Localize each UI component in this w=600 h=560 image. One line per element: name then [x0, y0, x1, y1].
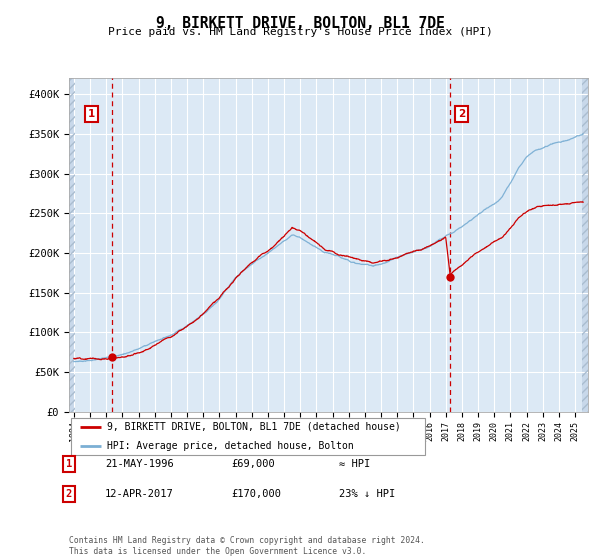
Text: ≈ HPI: ≈ HPI	[339, 459, 370, 469]
Text: 12-APR-2017: 12-APR-2017	[105, 489, 174, 499]
Text: 21-MAY-1996: 21-MAY-1996	[105, 459, 174, 469]
Bar	[581, 78, 588, 412]
Text: 1: 1	[66, 459, 72, 469]
Text: 9, BIRKETT DRIVE, BOLTON, BL1 7DE (detached house): 9, BIRKETT DRIVE, BOLTON, BL1 7DE (detac…	[107, 422, 401, 432]
Text: 2: 2	[66, 489, 72, 499]
Text: Contains HM Land Registry data © Crown copyright and database right 2024.
This d: Contains HM Land Registry data © Crown c…	[69, 536, 425, 556]
FancyBboxPatch shape	[71, 418, 425, 455]
Text: 9, BIRKETT DRIVE, BOLTON, BL1 7DE: 9, BIRKETT DRIVE, BOLTON, BL1 7DE	[155, 16, 445, 31]
Bar	[69, 78, 76, 412]
Text: Price paid vs. HM Land Registry's House Price Index (HPI): Price paid vs. HM Land Registry's House …	[107, 27, 493, 37]
Text: HPI: Average price, detached house, Bolton: HPI: Average price, detached house, Bolt…	[107, 441, 353, 450]
Text: £69,000: £69,000	[231, 459, 275, 469]
Text: 23% ↓ HPI: 23% ↓ HPI	[339, 489, 395, 499]
Text: 2: 2	[458, 109, 466, 119]
Text: 1: 1	[88, 109, 95, 119]
Text: £170,000: £170,000	[231, 489, 281, 499]
